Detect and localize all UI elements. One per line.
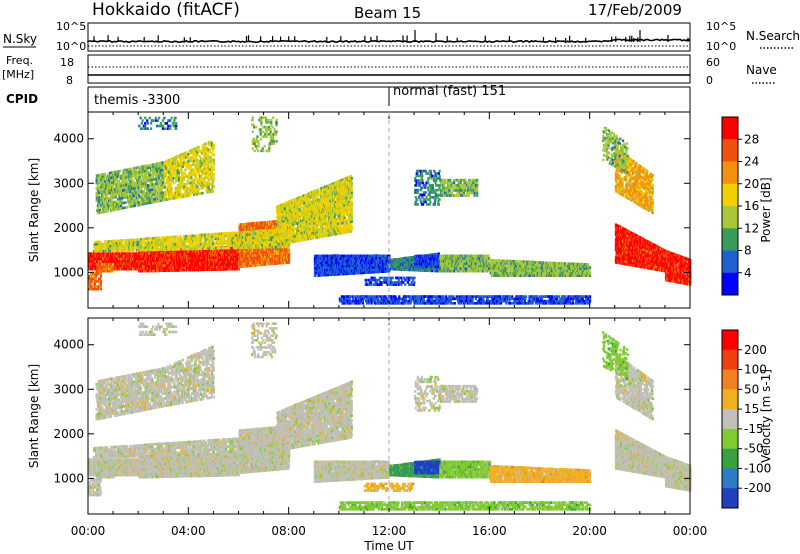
colorbar-swatch	[722, 369, 738, 390]
colorbar-swatch	[722, 428, 738, 450]
power-panel: 1000 2000 3000 4000 Slant Range [km]	[27, 111, 692, 309]
noise-panel: N.Sky 10^5 10^0 10^5 10^0 N.Search	[3, 20, 800, 53]
freq-panel: Freq. [MHz] 18 8 60 0 Nave	[2, 54, 777, 87]
colorbar-swatch	[722, 468, 738, 489]
freq-unit-label: [MHz]	[2, 68, 34, 81]
y-tick-label: 3000	[53, 382, 84, 396]
nsky-label: N.Sky	[3, 32, 37, 46]
colorbar-tick-label: -200	[744, 481, 771, 495]
x-axis-label: Time UT	[363, 539, 414, 553]
x-tick-label: 12:00	[372, 524, 407, 538]
velocity-colorbar-label: Velocity [m s-1]	[759, 369, 773, 463]
nave-label: Nave	[746, 63, 777, 77]
colorbar-tick-label: 28	[744, 132, 759, 146]
colorbar-swatch	[722, 161, 738, 185]
colorbar-swatch	[722, 409, 738, 430]
colorbar-swatch	[722, 183, 738, 207]
colorbar-swatch	[722, 117, 738, 140]
colorbar-tick-label: 4	[744, 266, 752, 280]
colorbar-swatch	[722, 389, 738, 410]
y-tick-label: 4000	[53, 132, 84, 146]
power-colorbar: 4 8 12 16 20 24 28	[721, 116, 759, 296]
y-tick-label: 3000	[53, 176, 84, 190]
colorbar-tick-label: 16	[744, 199, 759, 213]
station-title: Hokkaido (fitACF)	[92, 0, 240, 20]
x-tick-label: 08:00	[271, 524, 306, 538]
noise-left-tick-high: 10^5	[56, 20, 86, 33]
cpid-segment-1: themis -3300	[94, 93, 180, 108]
colorbar-swatch	[722, 349, 738, 371]
noise-right-tick-low: 10^0	[706, 40, 736, 53]
colorbar-tick-label: 15	[744, 402, 759, 416]
colorbar-tick-label: -100	[744, 461, 771, 475]
colorbar-swatch	[722, 228, 738, 251]
velocity-ylabel: Slant Range [km]	[27, 364, 41, 468]
x-tick-label: 20:00	[572, 524, 607, 538]
colorbar-swatch	[722, 272, 738, 296]
noise-right-tick-high: 10^5	[706, 20, 736, 33]
colorbar-tick-label: 8	[744, 244, 752, 258]
date-title: 17/Feb/2009	[588, 1, 682, 19]
x-axis-tick-labels: 00:00 04:00 08:00 12:00 16:00 20:00 00:00	[71, 524, 708, 538]
nsky-spikes	[93, 30, 689, 42]
velocity-panel: 1000 2000 3000 4000 Slant Range [km]	[27, 317, 692, 515]
colorbar-tick-label: 50	[744, 382, 759, 396]
freq-right-tick-low: 0	[706, 74, 713, 87]
power-colorbar-label: Power [dB]	[759, 177, 773, 242]
beam-title: Beam 15	[354, 4, 421, 22]
freq-left-tick-low: 8	[66, 74, 73, 87]
y-tick-label: 2000	[53, 221, 84, 235]
colorbar-tick-label: 100	[744, 363, 767, 377]
colorbar-tick-label: 20	[744, 177, 759, 191]
colorbar-swatch	[722, 250, 738, 274]
y-tick-label: 1000	[53, 265, 84, 279]
colorbar-tick-label: -50	[744, 442, 764, 456]
x-tick-label: 00:00	[673, 524, 708, 538]
x-tick-label: 00:00	[71, 524, 106, 538]
cpid-segment-2: normal (fast) 151	[393, 84, 506, 99]
cpid-panel: CPID themis -3300 normal (fast) 151	[6, 84, 691, 112]
y-tick-label: 2000	[53, 427, 84, 441]
colorbar-tick-label: -15	[744, 422, 764, 436]
velocity-heatmap-cells	[88, 322, 692, 511]
colorbar-swatch	[722, 448, 738, 469]
nsearch-label: N.Search	[746, 29, 800, 43]
colorbar-tick-label: 200	[744, 343, 767, 357]
velocity-colorbar: 200 100 50 15 -15 -50 -100 -200	[721, 329, 771, 509]
power-heatmap-cells	[88, 116, 692, 305]
noise-left-tick-low: 10^0	[56, 40, 86, 53]
colorbar-swatch	[722, 206, 738, 229]
freq-label: Freq.	[6, 54, 33, 67]
freq-right-tick-high: 60	[706, 56, 720, 69]
y-tick-label: 4000	[53, 338, 84, 352]
colorbar-swatch	[722, 488, 738, 509]
colorbar-swatch	[722, 330, 738, 351]
colorbar-tick-label: 12	[744, 221, 759, 235]
power-ylabel: Slant Range [km]	[27, 158, 41, 262]
x-tick-label: 16:00	[472, 524, 507, 538]
cpid-label: CPID	[6, 92, 38, 106]
freq-left-tick-high: 18	[60, 56, 74, 69]
colorbar-swatch	[722, 139, 738, 162]
colorbar-tick-label: 24	[744, 155, 759, 169]
x-tick-label: 04:00	[171, 524, 206, 538]
nsky-series	[87, 38, 691, 44]
y-tick-label: 1000	[53, 471, 84, 485]
